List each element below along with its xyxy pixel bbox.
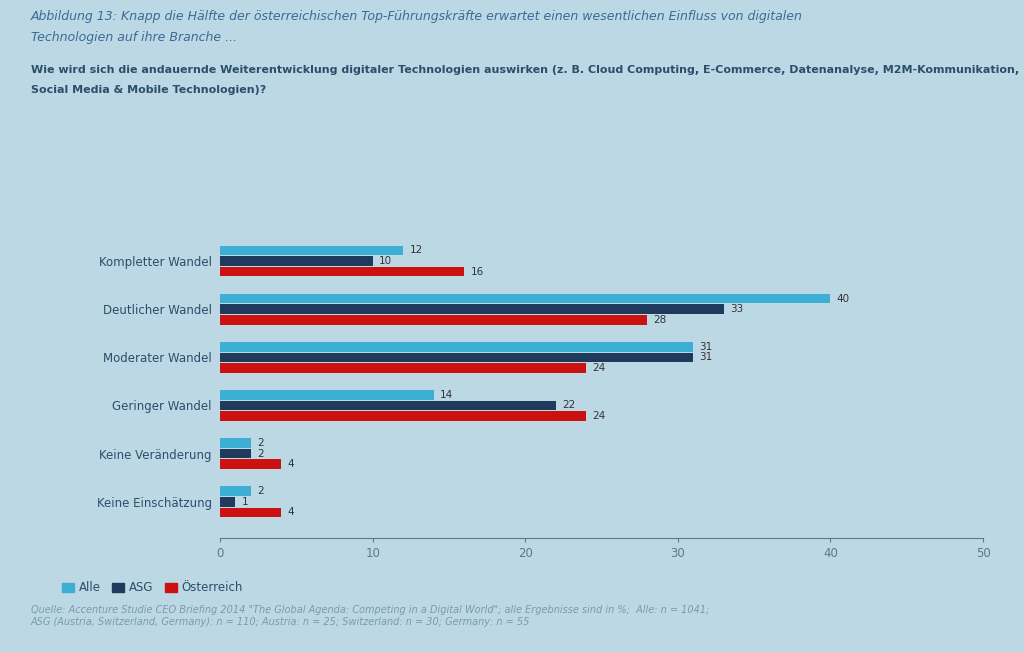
Text: 2: 2 xyxy=(257,486,263,496)
Text: 31: 31 xyxy=(699,342,713,351)
Bar xyxy=(220,304,724,314)
Bar xyxy=(220,246,403,256)
Bar xyxy=(220,507,282,517)
Text: Social Media & Mobile Technologien)?: Social Media & Mobile Technologien)? xyxy=(31,85,266,95)
Bar xyxy=(220,353,693,362)
Text: 2: 2 xyxy=(257,438,263,448)
Bar xyxy=(220,315,647,325)
Text: Technologien auf ihre Branche ...: Technologien auf ihre Branche ... xyxy=(31,31,237,44)
Text: Abbildung 13: Knapp die Hälfte der österreichischen Top-Führungskräfte erwartet : Abbildung 13: Knapp die Hälfte der öster… xyxy=(31,10,803,23)
Text: 28: 28 xyxy=(653,315,667,325)
Bar xyxy=(220,460,282,469)
Text: 16: 16 xyxy=(470,267,483,276)
Text: 40: 40 xyxy=(837,293,850,304)
Bar xyxy=(220,294,830,303)
Text: 4: 4 xyxy=(288,459,294,469)
Text: 1: 1 xyxy=(242,497,248,507)
Text: 10: 10 xyxy=(379,256,392,266)
Bar xyxy=(220,497,236,507)
Bar xyxy=(220,390,434,400)
Text: 14: 14 xyxy=(440,390,453,400)
Text: 31: 31 xyxy=(699,352,713,363)
Text: 22: 22 xyxy=(562,400,575,411)
Text: 24: 24 xyxy=(593,363,605,373)
Bar xyxy=(220,438,251,448)
Text: 4: 4 xyxy=(288,507,294,518)
Bar xyxy=(220,342,693,351)
Bar xyxy=(220,363,587,373)
Legend: Alle, ASG, Österreich: Alle, ASG, Österreich xyxy=(62,582,243,595)
Bar xyxy=(220,486,251,496)
Text: Wie wird sich die andauernde Weiterentwicklung digitaler Technologien auswirken : Wie wird sich die andauernde Weiterentwi… xyxy=(31,65,1019,75)
Text: 2: 2 xyxy=(257,449,263,458)
Bar xyxy=(220,267,464,276)
Text: 24: 24 xyxy=(593,411,605,421)
Text: Quelle: Accenture Studie CEO Briefing 2014 "The Global Agenda: Competing in a Di: Quelle: Accenture Studie CEO Briefing 20… xyxy=(31,605,709,627)
Bar xyxy=(220,256,373,266)
Bar xyxy=(220,401,556,410)
Text: 12: 12 xyxy=(410,245,423,256)
Text: 33: 33 xyxy=(730,304,743,314)
Bar xyxy=(220,449,251,458)
Bar xyxy=(220,411,587,421)
